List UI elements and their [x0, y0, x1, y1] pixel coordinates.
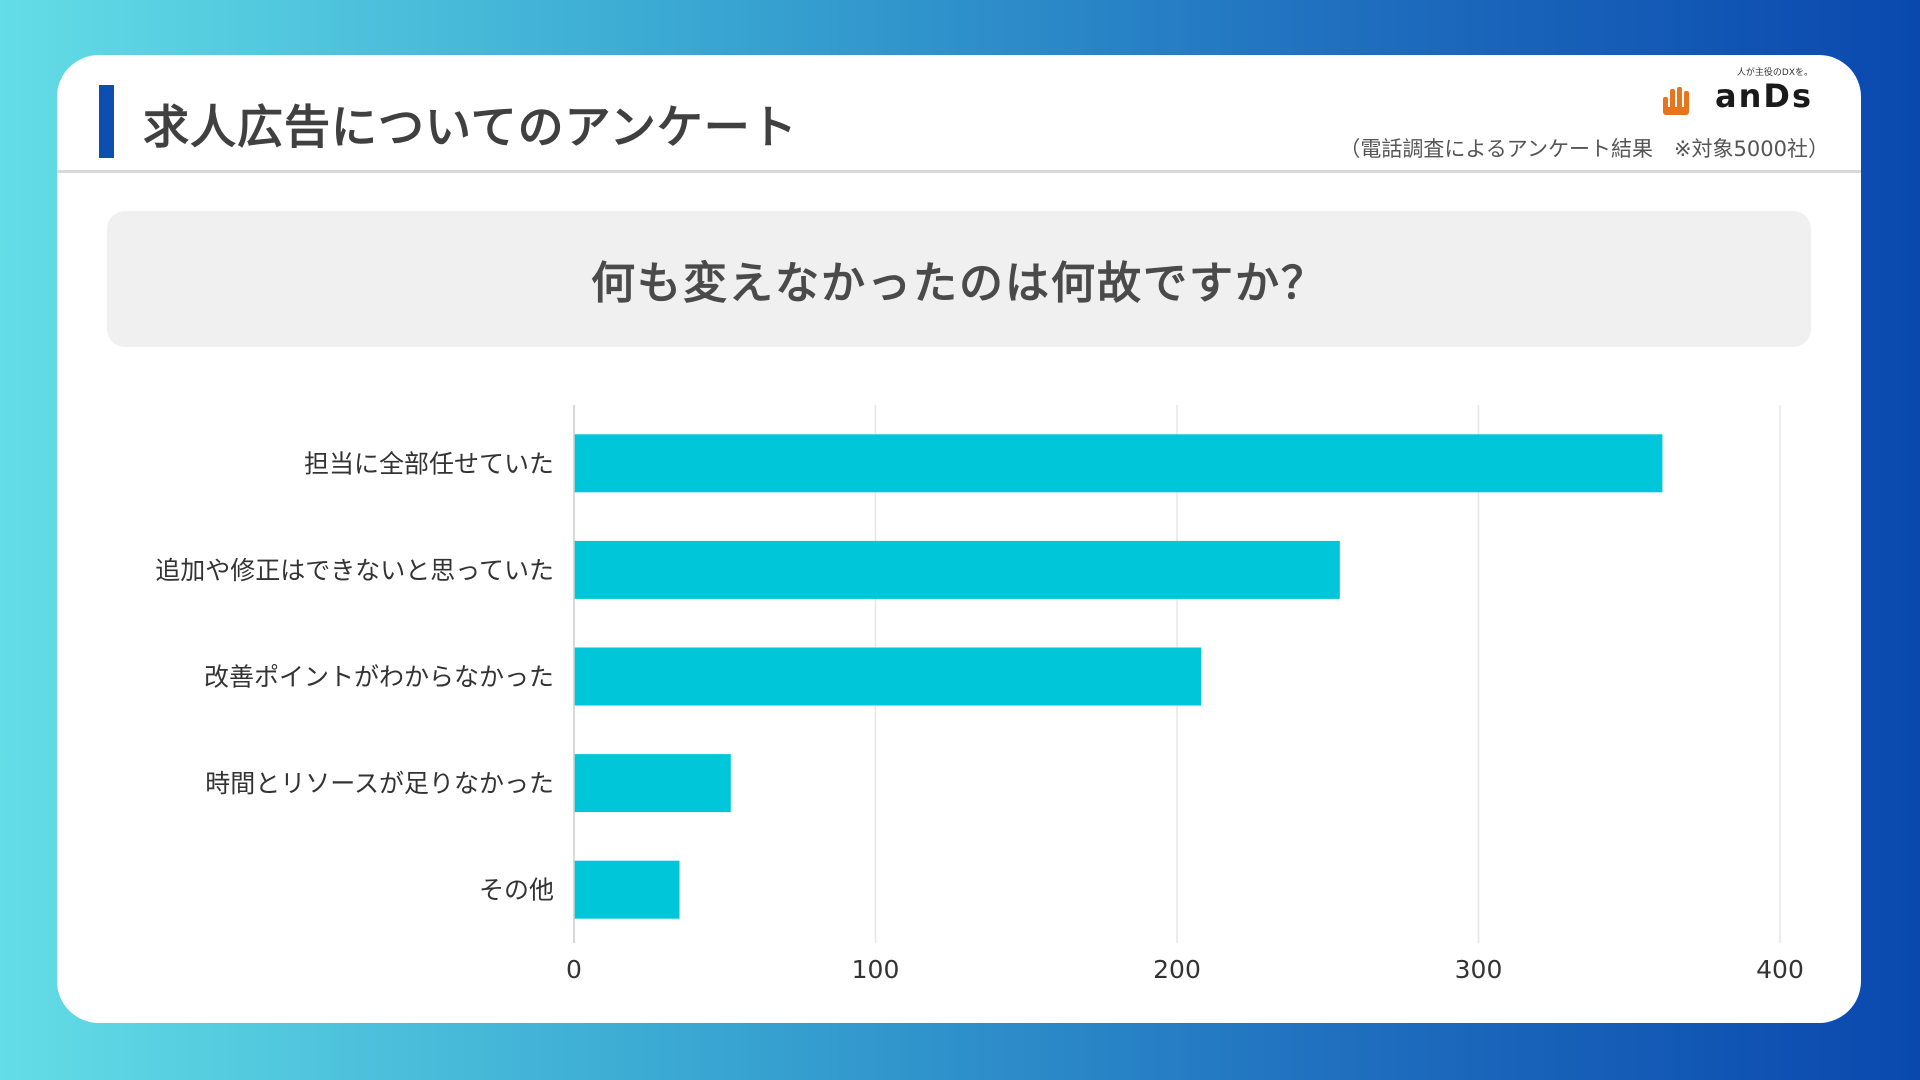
category-label-4: その他: [479, 876, 554, 905]
bar-1: [574, 540, 1340, 599]
category-label-1: 追加や修正はできないと思っていた: [155, 556, 554, 585]
category-label-3: 時間とリソースが足りなかった: [205, 769, 554, 798]
title-accent-bar: [99, 85, 114, 158]
question-text: 何も変えなかったのは何故ですか？: [591, 258, 1327, 309]
x-tick-label-4: 400: [1756, 955, 1804, 984]
x-tick-label-3: 300: [1455, 955, 1503, 984]
category-label-0: 担当に全部任せていた: [304, 449, 554, 478]
question-box: 何も変えなかったのは何故ですか？: [107, 211, 1811, 347]
brand-logo: 人が主役のDXを。 anDs: [1663, 65, 1813, 123]
x-tick-label-2: 200: [1153, 955, 1201, 984]
bar-chart: 担当に全部任せていた追加や修正はできないと思っていた改善ポイントがわからなかった…: [155, 405, 1804, 984]
bar-3: [574, 754, 731, 813]
bar-4: [574, 860, 680, 919]
x-tick-label-0: 0: [566, 955, 582, 984]
logo-text: anDs: [1715, 77, 1813, 115]
logo-tagline: 人が主役のDXを。: [1736, 68, 1813, 78]
category-label-2: 改善ポイントがわからなかった: [204, 663, 554, 692]
survey-card: 求人広告についてのアンケート 人が主役のDXを。 anDs （電話調査によるアン…: [57, 55, 1861, 1023]
hand-icon: [1663, 87, 1689, 115]
header: 求人広告についてのアンケート 人が主役のDXを。 anDs （電話調査によるアン…: [57, 55, 1861, 173]
survey-subtitle: （電話調査によるアンケート結果 ※対象5000社）: [1339, 137, 1829, 161]
page-title: 求人広告についてのアンケート: [143, 100, 798, 154]
x-tick-label-1: 100: [852, 955, 900, 984]
bar-2: [574, 647, 1202, 706]
bar-0: [574, 434, 1663, 493]
